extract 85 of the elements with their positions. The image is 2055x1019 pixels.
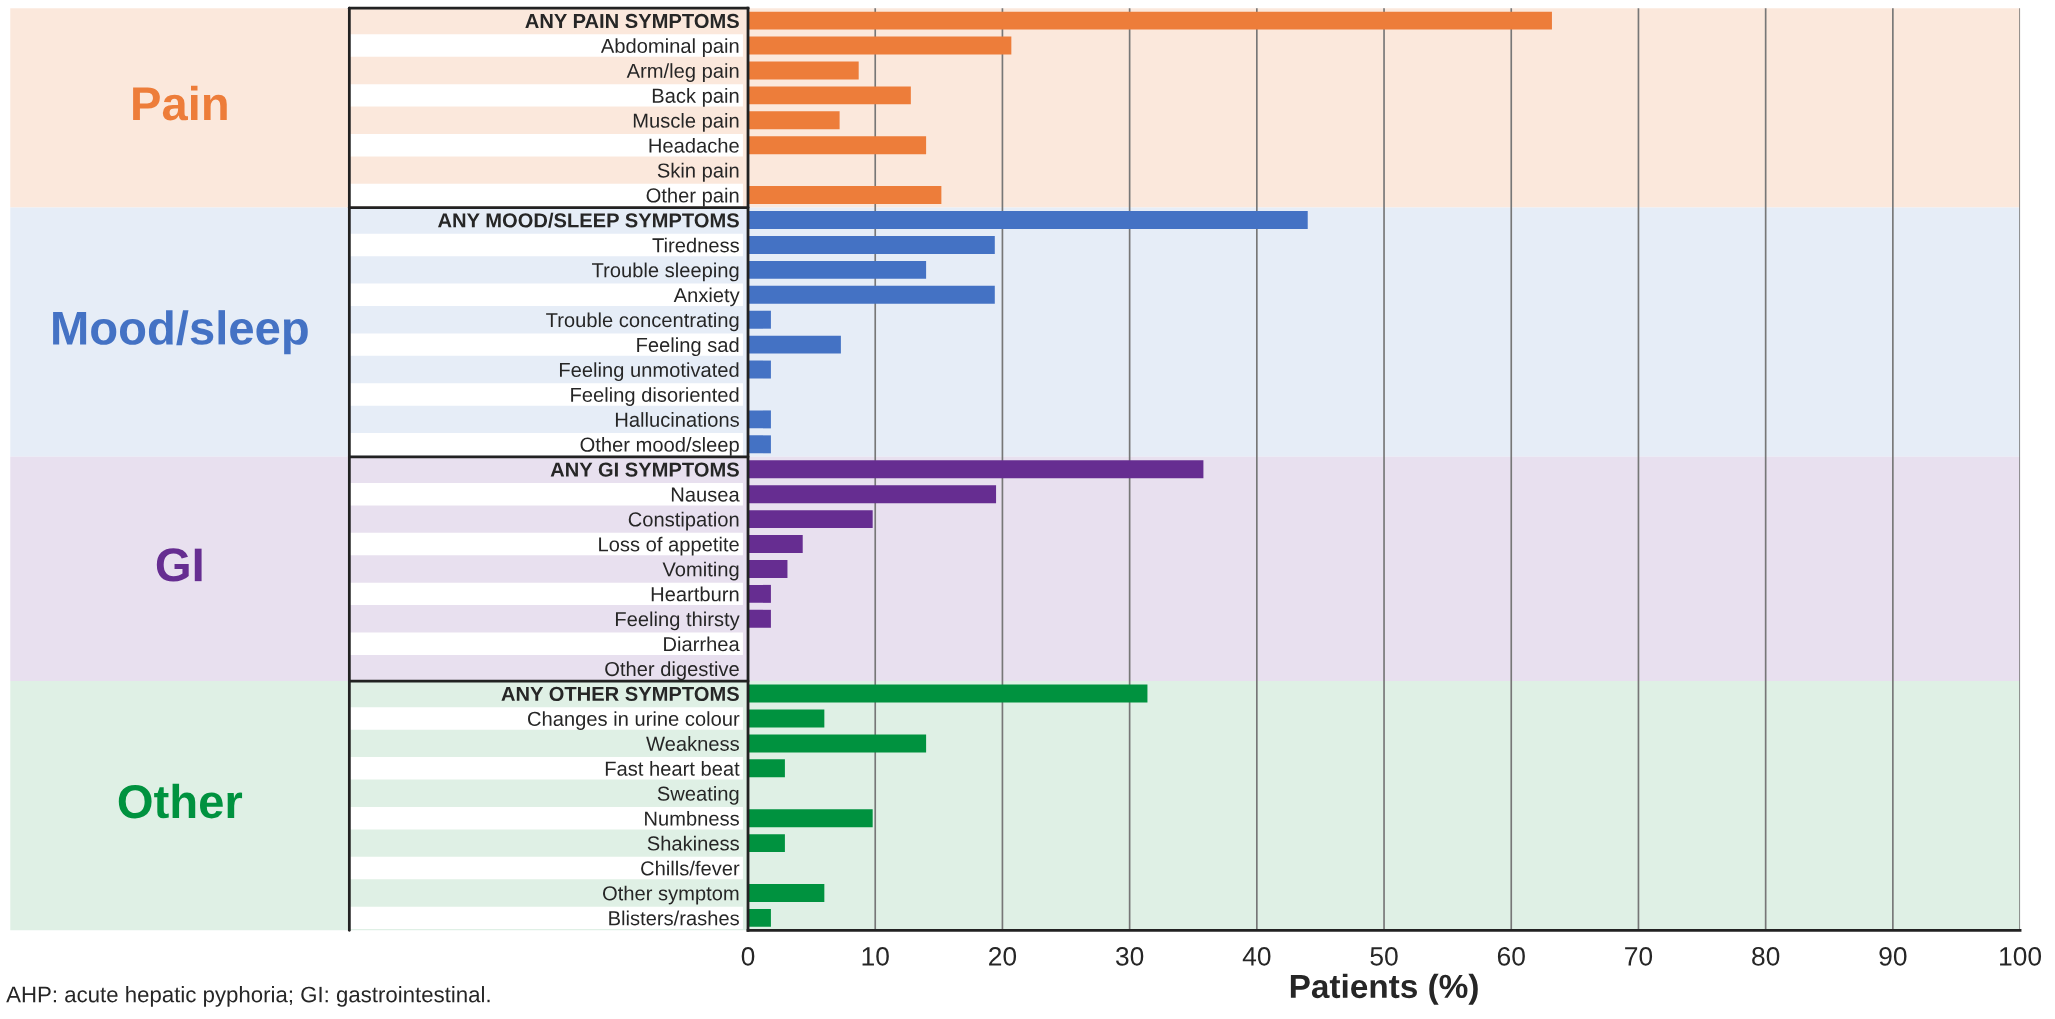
y-tick-label: Trouble sleeping [592, 262, 739, 282]
y-tick-label: Tiredness [652, 237, 739, 253]
bar [748, 584, 771, 603]
x-tick-label: 90 [1879, 947, 1907, 966]
y-tick-label: Constipation [628, 511, 739, 531]
y-tick-label: Blisters/rashes [609, 910, 739, 926]
bar [748, 61, 859, 80]
y-tick-label: Other mood/sleep [580, 437, 739, 456]
x-tick-label: 100 [2000, 947, 2042, 966]
y-tick-label: Headache [649, 137, 739, 153]
y-tick-label: ANY PAIN SYMPTOMS [525, 13, 739, 29]
bar [748, 809, 873, 828]
y-tick-label: Heartburn [651, 586, 739, 602]
band-label: Pain [133, 85, 227, 121]
bar [748, 435, 771, 454]
bar [748, 111, 840, 130]
band-label: Mood/sleep [53, 310, 308, 355]
bar [748, 410, 771, 429]
bar [748, 734, 927, 753]
x-tick-label: 30 [1115, 947, 1144, 966]
bar [748, 211, 1308, 229]
bar [748, 136, 927, 155]
y-tick-label: Feeling unmotivated [559, 362, 739, 382]
y-tick-label: Vomiting [662, 561, 739, 581]
y-tick-label: Trouble concentrating [546, 312, 739, 332]
y-tick-label: Skin pain [657, 162, 739, 182]
bar [748, 460, 1204, 479]
bar [748, 883, 825, 902]
x-axis-title: Patients (%) [1290, 973, 1478, 1005]
y-tick-label: Weakness [646, 736, 739, 751]
bar [748, 11, 1552, 30]
bar [748, 908, 771, 927]
x-tick-label: 20 [989, 947, 1017, 966]
bar [748, 535, 803, 553]
x-tick-label: 40 [1242, 947, 1271, 966]
y-tick-label: ANY OTHER SYMPTOMS [501, 686, 739, 702]
band-label: GI [156, 548, 202, 582]
y-tick-label: Other pain [646, 187, 739, 207]
y-tick-label: Shakiness [647, 835, 739, 851]
y-tick-label: Feeling sad [637, 337, 739, 357]
y-tick-label: Feeling thirsty [615, 611, 740, 631]
bar [748, 709, 825, 728]
x-tick-label: 50 [1370, 947, 1398, 966]
bar [748, 260, 927, 279]
bar [748, 759, 785, 778]
x-tick-label: 60 [1497, 947, 1525, 966]
bar [748, 360, 771, 379]
y-tick-label: Chills/fever [641, 860, 740, 876]
bar [748, 285, 995, 304]
bar [748, 36, 1012, 55]
y-tick-label: Abdominal pain [600, 38, 739, 58]
x-tick-label: 0 [741, 947, 755, 966]
bar [748, 485, 997, 504]
bar [748, 186, 942, 205]
y-tick-label: Nausea [671, 487, 740, 502]
bar [748, 310, 771, 329]
bar [748, 834, 785, 853]
y-tick-label: Loss of appetite [599, 536, 739, 556]
bar [748, 335, 841, 354]
bar [748, 510, 873, 529]
y-tick-label: Muscle pain [633, 113, 739, 132]
x-tick-label: 70 [1625, 947, 1653, 966]
x-tick-label: 80 [1752, 947, 1780, 966]
y-tick-label: Numbness [645, 810, 739, 826]
y-tick-label: Arm/leg pain [626, 63, 739, 82]
y-tick-label: Sweating [657, 785, 739, 805]
y-tick-label: Diarrhea [664, 636, 740, 652]
y-tick-label: Anxiety [673, 287, 740, 307]
bar [748, 559, 788, 578]
bar [748, 235, 995, 254]
y-tick-label: Fast heart beat [605, 761, 740, 776]
y-tick-label: Other digestive [605, 661, 739, 681]
y-tick-label: Back pain [652, 88, 739, 107]
y-tick-label: ANY MOOD/SLEEP SYMPTOMS [438, 212, 739, 228]
bar [748, 684, 1148, 703]
y-tick-label: Other symptom [603, 885, 739, 905]
y-tick-label: ANY GI SYMPTOMS [550, 462, 739, 477]
text: AHP: acute hepatic pyphoria; GI: gastrointestinal. [6, 986, 490, 1007]
bar [748, 609, 771, 628]
band-label: Other [118, 783, 243, 819]
y-tick-label: Changes in urine colour [528, 711, 740, 730]
bar [748, 86, 911, 105]
y-tick-label: Hallucinations [615, 412, 739, 427]
x-tick-label: 10 [862, 947, 889, 966]
y-tick-label: Feeling disoriented [571, 387, 739, 406]
